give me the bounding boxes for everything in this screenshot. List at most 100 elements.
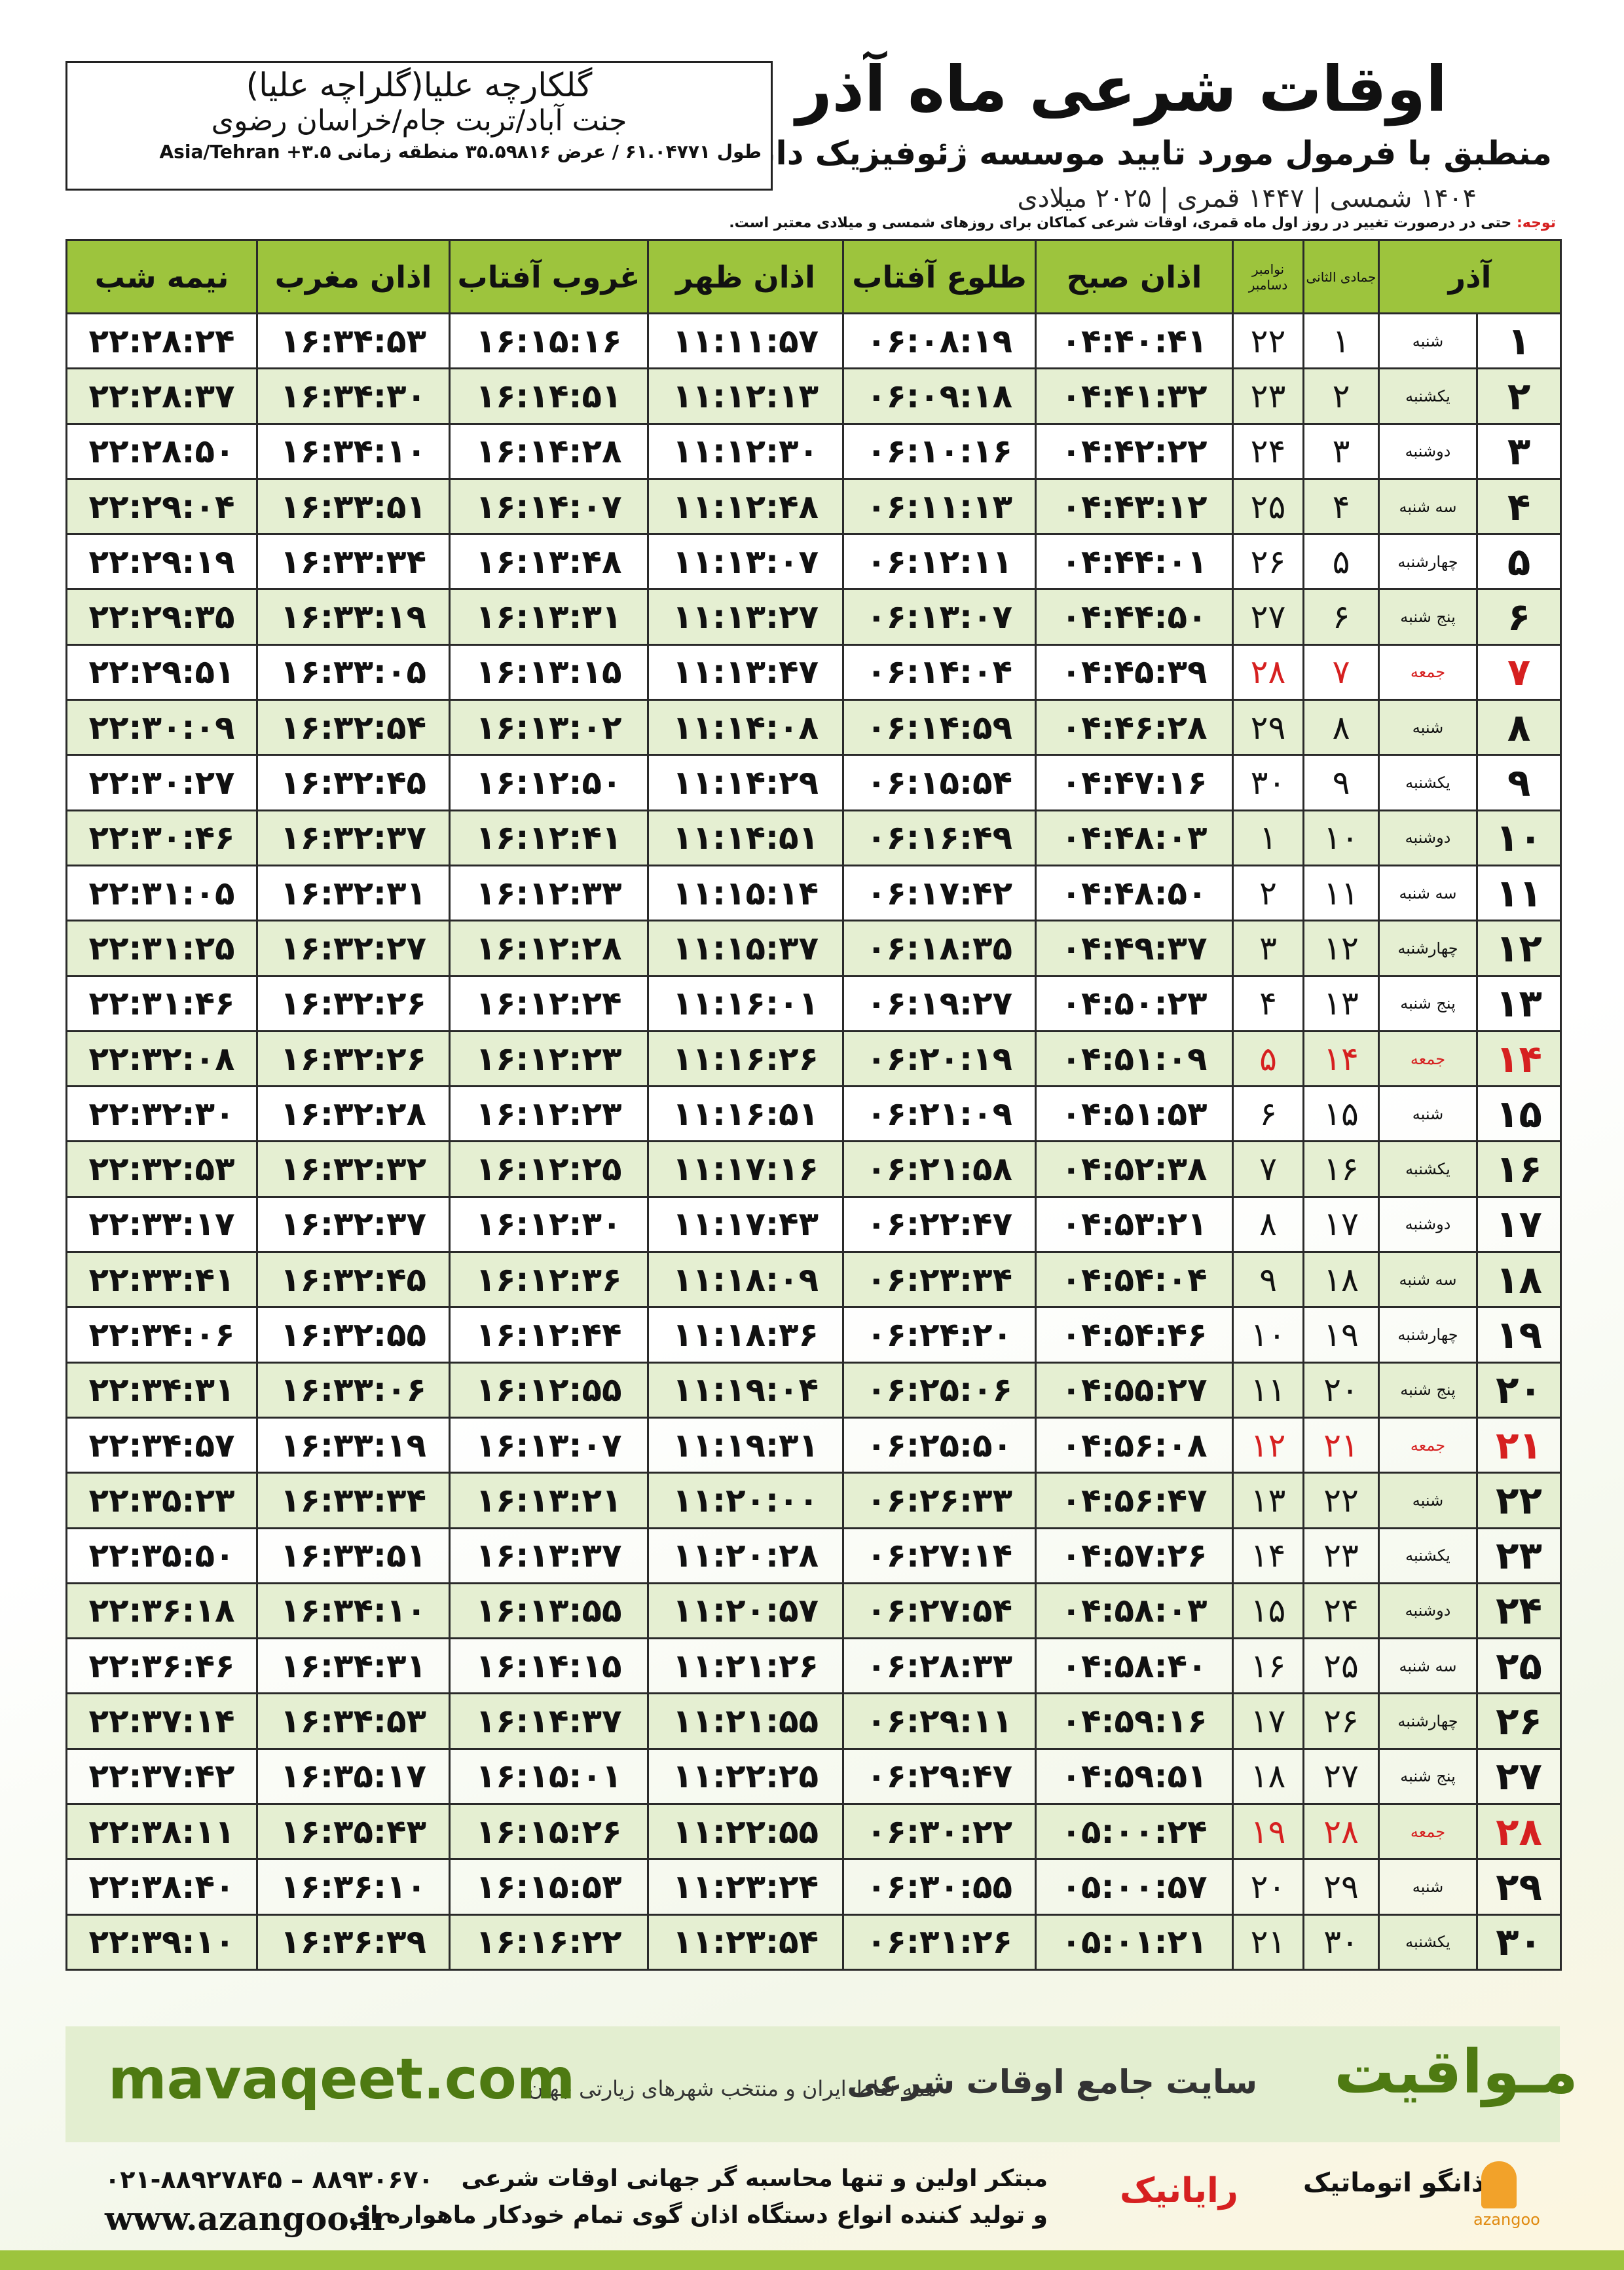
cell-hijri: ۲۹ [1302, 1858, 1380, 1916]
cell-tolu: ۰۶:۲۲:۴۷ [842, 1195, 1037, 1254]
cell-azar: ۲۰ [1476, 1361, 1562, 1419]
cell-tolu: ۰۶:۱۱:۱۳ [842, 477, 1037, 536]
cell-zohr: ۱۱:۱۲:۳۰ [647, 422, 844, 480]
cell-tolu: ۰۶:۲۱:۰۹ [842, 1085, 1037, 1143]
cell-ghorub: ۱۶:۱۲:۲۵ [449, 1140, 649, 1198]
cell-greg: ۱۱ [1232, 1361, 1304, 1419]
cell-azar: ۲۴ [1476, 1582, 1562, 1640]
cell-maghrib: ۱۶:۳۳:۵۱ [256, 477, 451, 536]
cell-greg: ۲ [1232, 864, 1304, 922]
cell-tolu: ۰۶:۱۶:۴۹ [842, 809, 1037, 866]
cell-greg: ۱۶ [1232, 1637, 1304, 1695]
cell-zohr: ۱۱:۲۱:۵۵ [647, 1692, 844, 1750]
cell-greg: ۲۱ [1232, 1913, 1304, 1971]
cell-weekday: جمعه [1377, 1416, 1479, 1474]
cell-hijri: ۷ [1302, 643, 1380, 701]
cell-hijri: ۲ [1302, 367, 1380, 425]
day-row: ۸ شنبه ۸ ۲۹ ۰۴:۴۶:۲۸ ۰۶:۱۴:۵۹ ۱۱:۱۴:۰۸ ۱۶:۱۳:۰۲… [65, 699, 1562, 756]
site-url[interactable]: mavaqeet.com [108, 2047, 576, 2112]
cell-weekday: شنبه [1377, 1472, 1479, 1529]
cell-weekday: چهارشنبه [1377, 533, 1479, 591]
cell-hijri: ۱ [1302, 312, 1380, 370]
cell-hijri: ۸ [1302, 699, 1380, 756]
day-row: ۵ چهارشنبه ۵ ۲۶ ۰۴:۴۴:۰۱ ۰۶:۱۲:۱۱ ۱۱:۱۳:۰۷ ۱۶:۱… [65, 533, 1562, 591]
cell-weekday: یکشنبه [1377, 367, 1479, 425]
cell-nimeshab: ۲۲:۳۹:۱۰ [65, 1913, 258, 1971]
cell-ghorub: ۱۶:۱۲:۴۱ [449, 809, 649, 866]
bottom-bar [0, 2250, 1624, 2270]
web-url[interactable]: www.azangoo.ir [105, 2199, 390, 2238]
cell-maghrib: ۱۶:۳۵:۱۷ [256, 1747, 451, 1806]
cell-azar: ۲ [1476, 367, 1562, 425]
cell-greg: ۲۳ [1232, 367, 1304, 425]
cell-greg: ۷ [1232, 1140, 1304, 1198]
cell-maghrib: ۱۶:۳۴:۳۱ [256, 1637, 451, 1695]
cell-maghrib: ۱۶:۳۲:۴۵ [256, 1251, 451, 1309]
cell-nimeshab: ۲۲:۲۹:۱۹ [65, 533, 258, 591]
cell-zohr: ۱۱:۲۲:۲۵ [647, 1747, 844, 1806]
cell-tolu: ۰۶:۲۴:۲۰ [842, 1306, 1037, 1364]
cell-ghorub: ۱۶:۱۲:۲۳ [449, 1030, 649, 1088]
cell-zohr: ۱۱:۱۶:۵۱ [647, 1085, 844, 1143]
cell-greg: ۲۶ [1232, 533, 1304, 591]
cell-zohr: ۱۱:۱۷:۱۶ [647, 1140, 844, 1198]
logo-mark [1481, 2161, 1517, 2208]
cell-tolu: ۰۶:۱۴:۰۴ [842, 643, 1037, 701]
cell-hijri: ۶ [1302, 588, 1380, 646]
cell-tolu: ۰۶:۲۷:۵۴ [842, 1582, 1037, 1640]
cell-nimeshab: ۲۲:۳۵:۲۳ [65, 1472, 258, 1529]
day-row: ۲ یکشنبه ۲ ۲۳ ۰۴:۴۱:۳۲ ۰۶:۰۹:۱۸ ۱۱:۱۲:۱۳ ۱۶:۱۴:… [65, 367, 1562, 425]
cell-weekday: سه شنبه [1377, 1251, 1479, 1309]
cell-ghorub: ۱۶:۱۵:۵۳ [449, 1858, 649, 1916]
cell-azar: ۱۸ [1476, 1251, 1562, 1309]
day-row: ۲۹ شنبه ۲۹ ۲۰ ۰۵:۰۰:۵۷ ۰۶:۳۰:۵۵ ۱۱:۲۳:۲۴ ۱۶:۱۵:… [65, 1858, 1562, 1916]
col-zohr: اذان ظهر [647, 239, 844, 314]
cell-tolu: ۰۶:۱۳:۰۷ [842, 588, 1037, 646]
cell-tolu: ۰۶:۲۵:۰۶ [842, 1361, 1037, 1419]
cell-ghorub: ۱۶:۱۳:۵۵ [449, 1582, 649, 1640]
cell-greg: ۵ [1232, 1030, 1304, 1088]
cell-greg: ۴ [1232, 975, 1304, 1032]
cell-azar: ۱۰ [1476, 809, 1562, 866]
cell-hijri: ۱۵ [1302, 1085, 1380, 1143]
day-row: ۱۴ جمعه ۱۴ ۵ ۰۴:۵۱:۰۹ ۰۶:۲۰:۱۹ ۱۱:۱۶:۲۶ ۱۶:۱۲:۲… [65, 1030, 1562, 1088]
day-row: ۱۰ دوشنبه ۱۰ ۱ ۰۴:۴۸:۰۳ ۰۶:۱۶:۴۹ ۱۱:۱۴:۵۱ ۱۶:۱۲… [65, 809, 1562, 866]
cell-greg: ۱۲ [1232, 1416, 1304, 1474]
day-row: ۷ جمعه ۷ ۲۸ ۰۴:۴۵:۳۹ ۰۶:۱۴:۰۴ ۱۱:۱۳:۴۷ ۱۶:۱۳:۱۵… [65, 643, 1562, 701]
cell-tolu: ۰۶:۱۵:۵۴ [842, 754, 1037, 811]
cell-sobh: ۰۴:۵۴:۰۴ [1035, 1251, 1234, 1309]
cell-sobh: ۰۴:۴۲:۲۲ [1035, 422, 1234, 480]
cell-zohr: ۱۱:۱۸:۰۹ [647, 1251, 844, 1309]
cell-ghorub: ۱۶:۱۲:۲۳ [449, 1085, 649, 1143]
cell-weekday: چهارشنبه [1377, 1692, 1479, 1750]
cell-tolu: ۰۶:۰۹:۱۸ [842, 367, 1037, 425]
cell-sobh: ۰۴:۵۶:۴۷ [1035, 1472, 1234, 1529]
day-row: ۱۱ سه شنبه ۱۱ ۲ ۰۴:۴۸:۵۰ ۰۶:۱۷:۴۲ ۱۱:۱۵:۱۴ ۱۶:۱… [65, 864, 1562, 922]
cell-ghorub: ۱۶:۱۳:۴۸ [449, 533, 649, 591]
cell-hijri: ۱۷ [1302, 1195, 1380, 1254]
cell-maghrib: ۱۶:۳۶:۳۹ [256, 1913, 451, 1971]
cell-maghrib: ۱۶:۳۴:۱۰ [256, 422, 451, 480]
cell-maghrib: ۱۶:۳۵:۴۳ [256, 1803, 451, 1861]
cell-maghrib: ۱۶:۳۲:۳۲ [256, 1140, 451, 1198]
cell-sobh: ۰۴:۵۷:۲۶ [1035, 1527, 1234, 1584]
cell-sobh: ۰۴:۵۶:۰۸ [1035, 1416, 1234, 1474]
cell-maghrib: ۱۶:۳۲:۲۶ [256, 1030, 451, 1088]
day-row: ۴ سه شنبه ۴ ۲۵ ۰۴:۴۳:۱۲ ۰۶:۱۱:۱۳ ۱۱:۱۲:۴۸ ۱۶:۱۴… [65, 477, 1562, 536]
cell-ghorub: ۱۶:۱۲:۲۸ [449, 920, 649, 977]
cell-nimeshab: ۲۲:۲۹:۵۱ [65, 643, 258, 701]
cell-tolu: ۰۶:۲۰:۱۹ [842, 1030, 1037, 1088]
cell-ghorub: ۱۶:۱۴:۲۸ [449, 422, 649, 480]
cell-tolu: ۰۶:۲۷:۱۴ [842, 1527, 1037, 1584]
cell-sobh: ۰۴:۵۹:۱۶ [1035, 1692, 1234, 1750]
cell-azar: ۷ [1476, 643, 1562, 701]
cell-maghrib: ۱۶:۳۳:۱۹ [256, 588, 451, 646]
cell-maghrib: ۱۶:۳۳:۳۴ [256, 1472, 451, 1529]
cell-azar: ۱۵ [1476, 1085, 1562, 1143]
cell-ghorub: ۱۶:۱۳:۳۱ [449, 588, 649, 646]
cell-nimeshab: ۲۲:۲۸:۳۷ [65, 367, 258, 425]
cell-maghrib: ۱۶:۳۲:۲۷ [256, 920, 451, 977]
logo-azangoo: azangoo [1473, 2210, 1540, 2229]
cell-weekday: پنج شنبه [1377, 975, 1479, 1032]
cell-weekday: پنج شنبه [1377, 1361, 1479, 1419]
